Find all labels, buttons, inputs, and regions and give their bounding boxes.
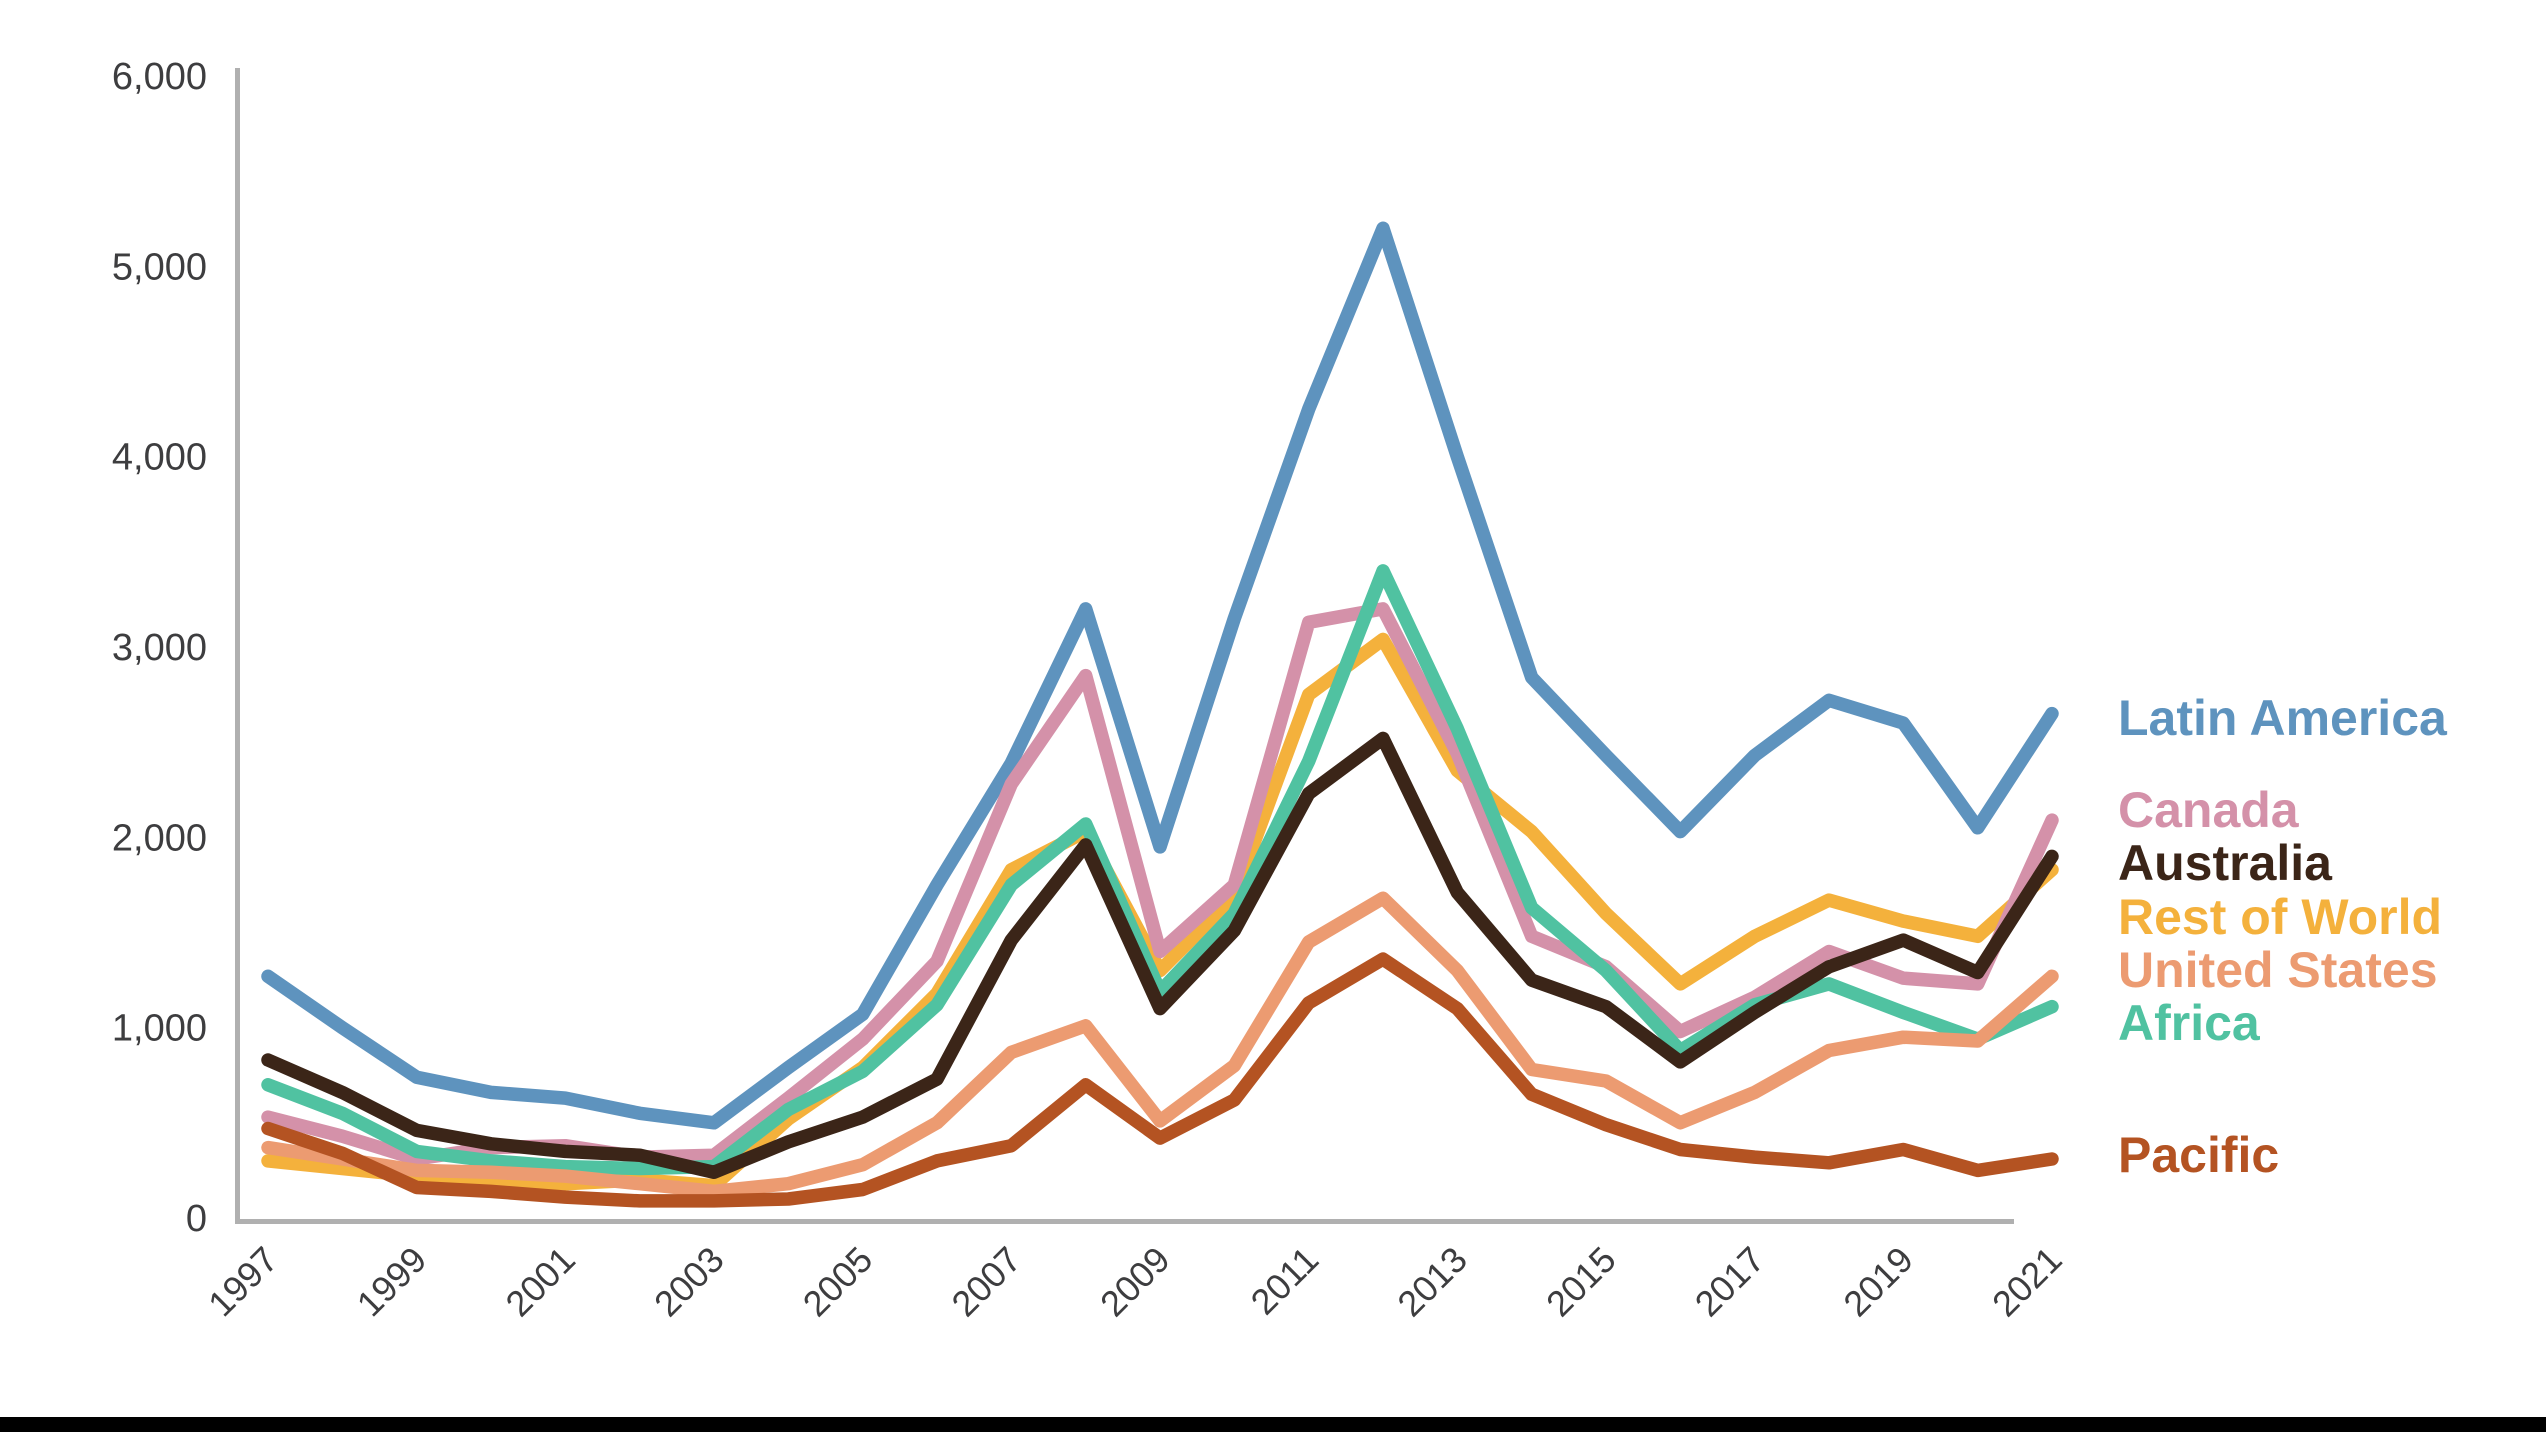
x-axis-tick-label: 2009 xyxy=(1092,1239,1178,1325)
series-line-australia xyxy=(261,731,2059,1180)
y-axis-tick-label: 2,000 xyxy=(112,817,207,859)
legend-label-rest-of-world: Rest of World xyxy=(2118,889,2443,945)
legend-label-latin-america: Latin America xyxy=(2118,690,2447,746)
y-axis-tick-label: 1,000 xyxy=(112,1008,207,1050)
y-axis-tick-label: 6,000 xyxy=(112,56,207,98)
y-axis-tick-label: 5,000 xyxy=(112,246,207,288)
x-axis-tick-label: 2015 xyxy=(1538,1239,1624,1325)
x-axis-tick-label: 2021 xyxy=(1984,1239,2070,1325)
x-axis-tick-label: 1997 xyxy=(200,1239,286,1325)
y-axis-tick-label: 0 xyxy=(186,1198,207,1240)
legend-label-pacific: Pacific xyxy=(2118,1127,2280,1183)
x-axis-tick-label: 1999 xyxy=(349,1239,435,1325)
series-line-pacific xyxy=(261,952,2059,1208)
x-axis-tick-label: 2005 xyxy=(795,1239,881,1325)
x-axis-tick-label: 2011 xyxy=(1243,1239,1327,1323)
series-line-rest-of-world xyxy=(261,632,2059,1193)
bottom-bar xyxy=(0,1417,2546,1432)
x-axis-tick-label: 2007 xyxy=(943,1239,1029,1325)
legend-label-united-states: United States xyxy=(2118,942,2438,998)
y-axis-tick-label: 3,000 xyxy=(112,627,207,669)
x-axis-tick-label: 2003 xyxy=(646,1239,732,1325)
x-axis-tick-label: 2013 xyxy=(1389,1239,1475,1325)
legend-label-canada: Canada xyxy=(2118,782,2299,838)
x-axis-tick-label: 2019 xyxy=(1835,1239,1921,1325)
x-axis-tick-label: 2017 xyxy=(1687,1239,1773,1325)
x-axis-tick-label: 2001 xyxy=(497,1239,583,1325)
legend-label-australia: Australia xyxy=(2118,835,2332,891)
legend-label-africa: Africa xyxy=(2118,995,2260,1051)
y-axis-tick-label: 4,000 xyxy=(112,437,207,479)
series-line-united-states xyxy=(261,891,2059,1199)
series-line-latin-america xyxy=(261,221,2059,1130)
